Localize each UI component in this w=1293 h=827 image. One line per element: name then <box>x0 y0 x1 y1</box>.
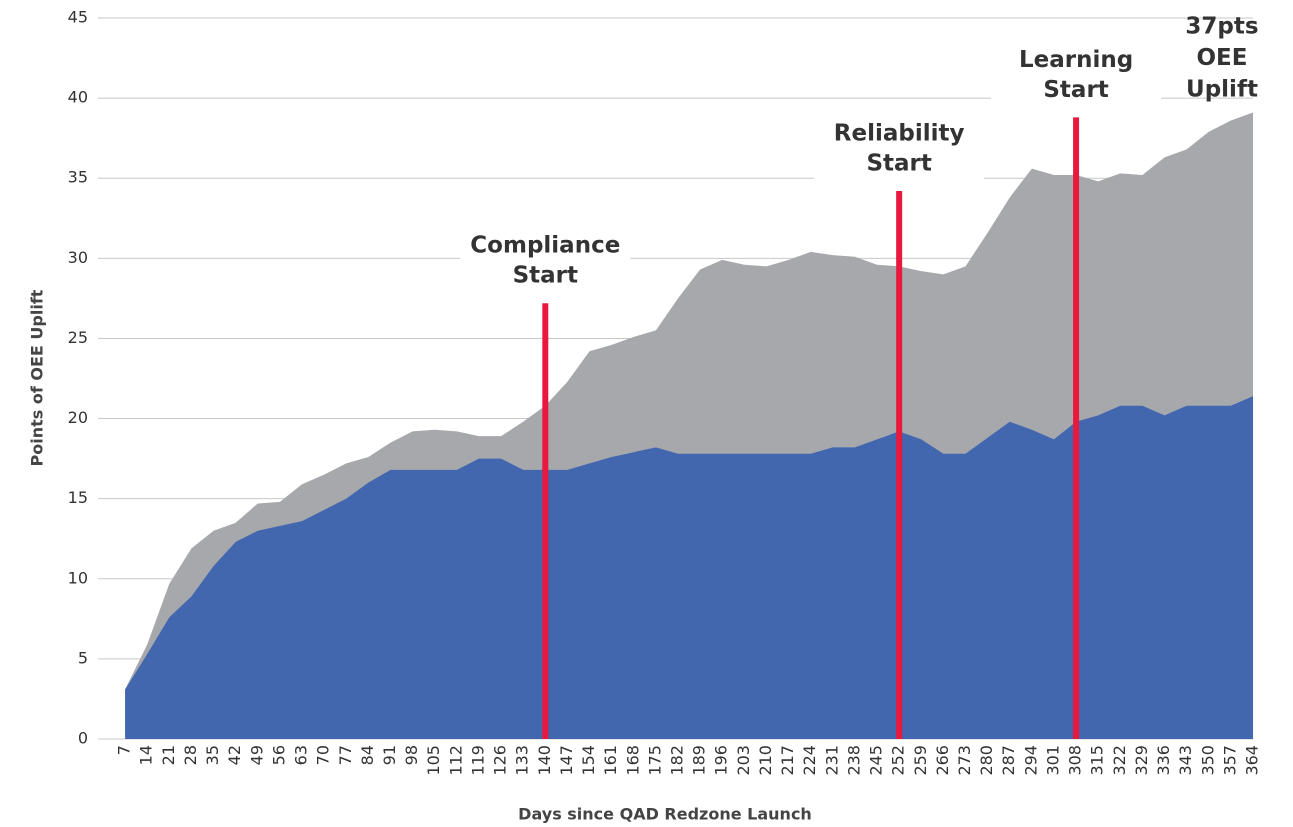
x-tick-label: 147 <box>557 745 576 776</box>
callout-label: Uplift <box>1186 77 1258 103</box>
annotation-label: Reliability <box>834 121 965 147</box>
x-axis-title: Days since QAD Redzone Launch <box>518 805 812 824</box>
x-tick-label: 70 <box>314 745 333 765</box>
x-tick-label: 287 <box>999 745 1018 776</box>
x-tick-label: 77 <box>336 745 355 765</box>
y-tick-label: 25 <box>68 328 88 347</box>
x-tick-label: 357 <box>1220 745 1239 776</box>
area <box>125 396 1254 739</box>
x-tick-label: 126 <box>491 745 510 776</box>
y-axis-title: Points of OEE Uplift <box>28 289 47 466</box>
x-tick-label: 133 <box>513 745 532 776</box>
y-tick-label: 20 <box>68 408 88 427</box>
annotation-label: Start <box>513 263 578 289</box>
annotation-label: Compliance <box>470 233 620 259</box>
y-tick-label: 35 <box>68 168 88 187</box>
y-tick-label: 15 <box>68 488 88 507</box>
x-tick-label: 350 <box>1198 745 1217 776</box>
x-tick-label: 84 <box>358 745 377 765</box>
x-tick-label: 14 <box>137 745 156 765</box>
x-tick-label: 203 <box>734 745 753 776</box>
x-tick-label: 91 <box>380 745 399 765</box>
x-tick-label: 210 <box>756 745 775 776</box>
x-tick-label: 252 <box>889 745 908 776</box>
x-tick-label: 28 <box>181 745 200 765</box>
x-tick-label: 140 <box>535 745 554 776</box>
y-tick-label: 30 <box>68 248 88 267</box>
x-tick-label: 322 <box>1110 745 1129 776</box>
x-tick-label: 336 <box>1154 745 1173 776</box>
x-tick-label: 21 <box>159 745 178 765</box>
x-tick-label: 98 <box>402 745 421 765</box>
x-tick-label: 168 <box>623 745 642 776</box>
x-tick-label: 259 <box>911 745 930 776</box>
x-tick-label: 266 <box>933 745 952 776</box>
annotation-label: Start <box>1043 77 1108 103</box>
x-tick-label: 224 <box>800 745 819 776</box>
x-tick-label: 7 <box>115 745 134 755</box>
x-tick-label: 105 <box>424 745 443 776</box>
annotation-background <box>991 45 1162 108</box>
x-tick-label: 308 <box>1066 745 1085 776</box>
y-tick-label: 10 <box>68 568 88 587</box>
y-tick-label: 45 <box>68 8 88 27</box>
annotation-label: Start <box>866 151 931 177</box>
x-tick-label: 238 <box>844 745 863 776</box>
x-tick-label: 49 <box>247 745 266 765</box>
y-tick-label: 0 <box>78 729 88 748</box>
x-tick-label: 189 <box>690 745 709 776</box>
x-tick-label: 175 <box>645 745 664 776</box>
x-tick-label: 301 <box>1043 745 1062 776</box>
x-tick-label: 112 <box>446 745 465 776</box>
x-tick-label: 35 <box>203 745 222 765</box>
x-tick-label: 63 <box>292 745 311 765</box>
x-tick-label: 231 <box>822 745 841 776</box>
x-tick-label: 245 <box>867 745 886 776</box>
x-tick-label: 364 <box>1243 745 1262 776</box>
x-tick-label: 196 <box>712 745 731 776</box>
callout-label: OEE <box>1197 45 1248 71</box>
x-tick-label: 161 <box>601 745 620 776</box>
x-tick-label: 56 <box>269 745 288 765</box>
x-tick-label: 329 <box>1132 745 1151 776</box>
callout-label: 37pts <box>1185 14 1258 40</box>
annotation-background <box>460 231 631 294</box>
y-tick-label: 5 <box>78 648 88 667</box>
annotation-background <box>814 119 985 182</box>
x-tick-label: 182 <box>668 745 687 776</box>
y-tick-label: 40 <box>68 88 88 107</box>
x-tick-label: 294 <box>1021 745 1040 776</box>
x-tick-label: 154 <box>579 745 598 776</box>
x-tick-label: 343 <box>1176 745 1195 776</box>
annotation-label: Learning <box>1019 47 1133 73</box>
x-tick-label: 273 <box>955 745 974 776</box>
x-tick-label: 217 <box>778 745 797 776</box>
x-tick-label: 315 <box>1088 745 1107 776</box>
x-tick-label: 42 <box>225 745 244 765</box>
x-tick-label: 280 <box>977 745 996 776</box>
x-tick-label: 119 <box>468 745 487 776</box>
